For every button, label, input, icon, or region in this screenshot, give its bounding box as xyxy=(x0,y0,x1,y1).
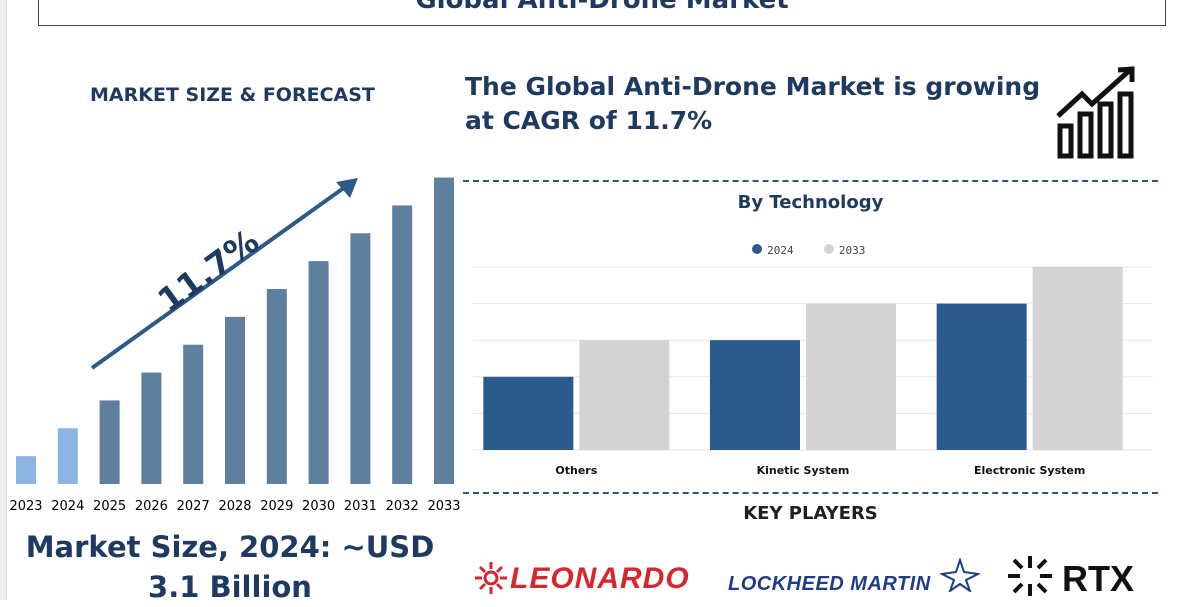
title-banner: Global Anti-Drone Market xyxy=(38,0,1166,26)
forecast-year-label: 2027 xyxy=(177,499,210,514)
forecast-bar-2032 xyxy=(392,205,413,484)
tech-bar-2033-others xyxy=(579,340,670,450)
forecast-bar-2025 xyxy=(99,400,120,484)
legend-swatch-2024 xyxy=(752,244,762,254)
forecast-year-label: 2025 xyxy=(93,499,126,514)
tech-bar-2024-electronic-system xyxy=(936,303,1027,450)
market-size-text: Market Size, 2024: ~USD 3.1 Billion xyxy=(25,530,435,604)
growth-arrow-head xyxy=(336,178,358,198)
legend-label-2033: 2033 xyxy=(838,244,866,257)
forecast-year-label: 2023 xyxy=(9,499,42,514)
technology-chart-title: By Technology xyxy=(737,192,884,213)
forecast-bar-2028 xyxy=(225,316,245,484)
forecast-year-label: 2032 xyxy=(386,499,419,514)
forecast-year-label: 2026 xyxy=(135,499,168,514)
forecast-bar-2024 xyxy=(57,428,78,484)
forecast-bar-2031 xyxy=(350,233,371,484)
cagr-statement: The Global Anti-Drone Market is growing … xyxy=(465,72,1041,135)
technology-bar-chart: Others Kinetic System Electronic System xyxy=(473,266,1153,477)
left-edge-strip xyxy=(0,0,7,600)
key-players-heading: KEY PLAYERS xyxy=(743,503,878,524)
legend-label-2024: 2024 xyxy=(767,244,794,257)
forecast-bar-2027 xyxy=(183,344,204,484)
tech-category-label: Electronic System xyxy=(974,464,1085,477)
forecast-bar-2030 xyxy=(308,261,329,484)
market-size-heading: MARKET SIZE & FORECAST xyxy=(90,84,375,106)
lockheed-star-icon xyxy=(940,558,980,592)
tech-bar-2024-kinetic-system xyxy=(710,340,800,450)
rtx-emblem-icon xyxy=(1008,556,1052,596)
forecast-year-label: 2033 xyxy=(427,499,460,514)
growth-chart-icon xyxy=(1056,66,1135,159)
divider-bottom xyxy=(463,492,1158,494)
market-forecast-chart: 2023 2024 2025 2026 2027 2028 2029 2030 2031 2032… xyxy=(9,177,461,514)
forecast-bar-2033 xyxy=(434,177,454,485)
cagr-arrow-label: 11.7% xyxy=(150,221,266,320)
forecast-year-label: 2028 xyxy=(218,499,251,514)
tech-category-label: Kinetic System xyxy=(757,464,850,477)
divider-top xyxy=(463,180,1158,182)
rtx-name: RTX xyxy=(1062,558,1134,599)
lockheed-martin-name: LOCKHEED MARTIN xyxy=(728,573,931,595)
tech-category-label: Others xyxy=(555,464,597,477)
forecast-year-label: 2024 xyxy=(51,499,84,514)
page-title: Global Anti-Drone Market xyxy=(415,0,789,15)
forecast-bar-2026 xyxy=(141,372,162,484)
tech-bar-2033-kinetic-system xyxy=(806,303,896,450)
legend-swatch-2033 xyxy=(823,244,834,254)
leonardo-name: LEONARDO xyxy=(510,562,690,595)
forecast-year-label: 2031 xyxy=(344,499,377,514)
forecast-bar-2029 xyxy=(266,289,287,484)
forecast-year-label: 2030 xyxy=(302,499,335,514)
tech-bar-2024-others xyxy=(483,376,574,450)
forecast-year-label: 2029 xyxy=(260,499,293,514)
leonardo-logo: LEONARDO xyxy=(474,560,714,600)
forecast-bar-2023 xyxy=(16,456,36,484)
leonardo-emblem-icon xyxy=(475,562,507,594)
chart-legend: 2024 2033 xyxy=(752,239,865,258)
growth-arrow-line xyxy=(90,180,354,370)
tech-bar-2033-electronic-system xyxy=(1032,267,1123,450)
